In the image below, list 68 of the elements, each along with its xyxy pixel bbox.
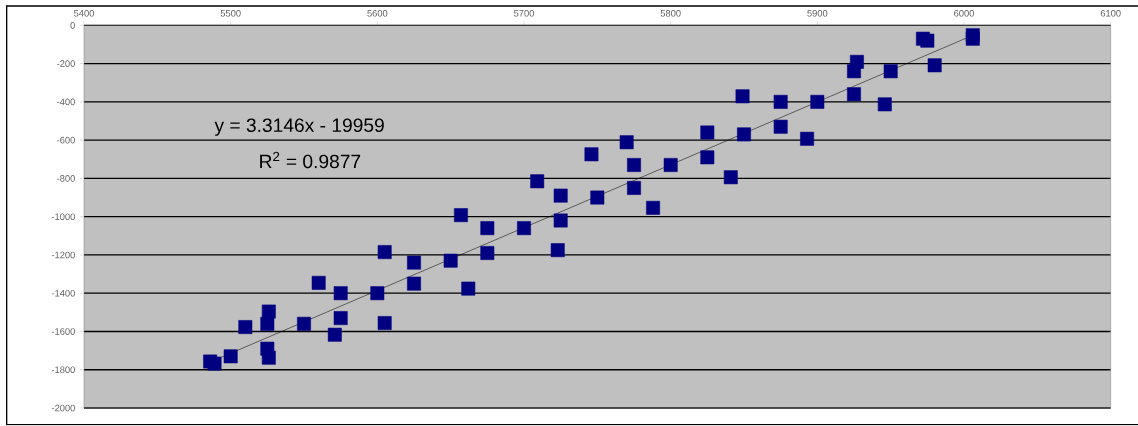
y-tick-label: -2000 bbox=[51, 404, 75, 412]
point bbox=[377, 316, 392, 330]
point bbox=[530, 174, 545, 189]
point bbox=[584, 147, 599, 162]
point bbox=[377, 245, 392, 259]
y-tick-label: -1800 bbox=[51, 366, 75, 374]
point bbox=[333, 311, 348, 326]
point bbox=[619, 135, 634, 150]
point bbox=[735, 89, 750, 104]
point bbox=[723, 170, 738, 185]
point bbox=[407, 255, 421, 270]
x-tick-label: 5600 bbox=[367, 10, 388, 17]
x-tick-label: 5800 bbox=[660, 10, 681, 17]
point bbox=[260, 316, 275, 331]
point bbox=[773, 94, 788, 109]
point bbox=[461, 281, 476, 296]
point bbox=[207, 356, 222, 371]
point bbox=[454, 208, 468, 223]
annotation: R$^{2}$ = 0.9877 bbox=[260, 151, 361, 169]
point bbox=[311, 275, 326, 290]
x-tick-label: 5500 bbox=[220, 10, 241, 17]
y-tick-label: -800 bbox=[57, 175, 75, 182]
point bbox=[737, 127, 751, 142]
point bbox=[480, 246, 495, 260]
x-tick-label: 5900 bbox=[807, 10, 828, 17]
point bbox=[407, 276, 421, 291]
point bbox=[663, 158, 678, 172]
point bbox=[877, 97, 892, 112]
y-tick-label: -400 bbox=[57, 98, 75, 106]
point bbox=[238, 320, 253, 334]
y-tick-label: 0 bbox=[70, 22, 75, 29]
y-tick-label: -1200 bbox=[51, 251, 75, 259]
x-tick-label: 6000 bbox=[954, 10, 975, 17]
point bbox=[223, 349, 238, 364]
point bbox=[847, 64, 861, 79]
x-tick-label: 6100 bbox=[1100, 10, 1121, 17]
point bbox=[553, 213, 568, 228]
point bbox=[327, 327, 342, 342]
point bbox=[810, 94, 825, 109]
point bbox=[627, 158, 641, 172]
point bbox=[370, 286, 385, 301]
point bbox=[590, 190, 605, 205]
x-tick-label: 5400 bbox=[74, 10, 95, 17]
x-tick-label: 5700 bbox=[514, 10, 535, 17]
point bbox=[627, 181, 641, 195]
annotation: y = 3.3146x - 19959 bbox=[214, 118, 384, 136]
point bbox=[443, 253, 458, 268]
point bbox=[773, 119, 788, 134]
point bbox=[297, 316, 311, 331]
y-tick-label: -200 bbox=[57, 60, 75, 67]
point bbox=[550, 243, 565, 258]
point bbox=[847, 87, 861, 102]
point bbox=[260, 341, 275, 356]
point bbox=[927, 58, 942, 73]
point bbox=[883, 64, 898, 79]
point bbox=[700, 125, 715, 140]
y-tick-label: -1400 bbox=[51, 289, 75, 297]
y-tick-label: -1000 bbox=[51, 213, 75, 220]
point bbox=[646, 200, 661, 215]
point bbox=[480, 221, 495, 236]
point bbox=[333, 286, 348, 301]
y-tick-label: -1600 bbox=[51, 328, 75, 335]
point bbox=[920, 33, 935, 48]
point bbox=[800, 131, 815, 146]
point bbox=[700, 150, 715, 165]
point bbox=[553, 188, 568, 203]
point bbox=[517, 221, 531, 236]
y-tick-label: -600 bbox=[57, 136, 75, 144]
